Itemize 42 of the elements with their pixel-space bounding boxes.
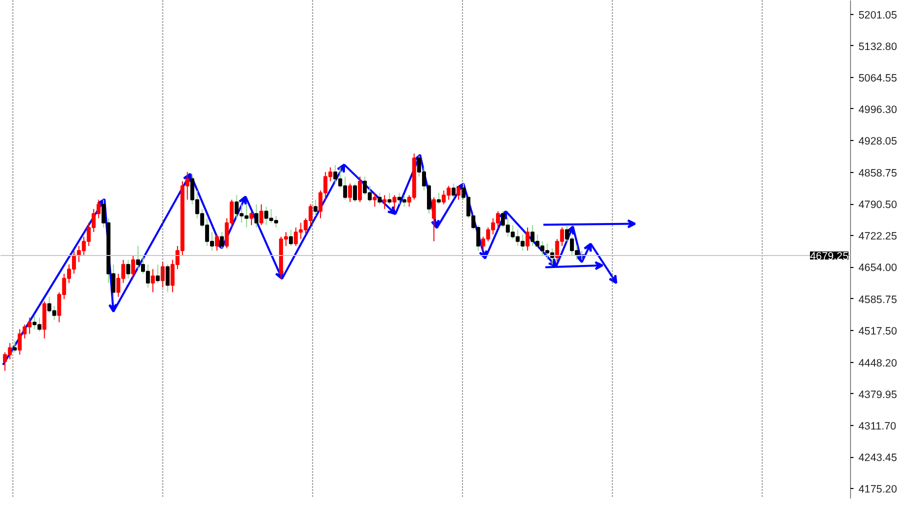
candlestick — [214, 234, 219, 252]
candlestick — [220, 232, 224, 249]
candlestick — [432, 196, 436, 242]
y-tick-label: 4585.75 — [858, 294, 898, 306]
y-tick-label: 5201.05 — [858, 9, 898, 22]
candlestick — [348, 183, 352, 203]
candlestick — [259, 204, 264, 226]
candlestick — [288, 229, 293, 246]
y-tick-label: 4243.45 — [858, 452, 898, 464]
y-tick-label: 4928.05 — [858, 136, 898, 148]
candlestick — [526, 226, 530, 252]
y-tick-label: 4654.00 — [858, 262, 898, 274]
candlestick — [382, 194, 387, 210]
candlestick — [166, 264, 170, 293]
y-tick-label: 4517.50 — [858, 325, 898, 338]
candlestick — [314, 199, 318, 216]
candlestick — [12, 340, 17, 353]
y-tick-label: 5132.80 — [858, 40, 898, 53]
candlestick — [378, 192, 382, 205]
y-tick-label: 4448.20 — [858, 357, 898, 370]
candlestick — [156, 264, 160, 284]
candlestick — [358, 176, 362, 203]
candlestick — [436, 192, 441, 205]
candlestick — [254, 204, 258, 228]
y-tick-label: 4790.50 — [858, 199, 898, 212]
candlestick — [126, 259, 130, 279]
candlestick — [392, 194, 396, 210]
candlestick — [249, 210, 254, 226]
y-tick-label: 5064.55 — [858, 72, 898, 84]
candlestick — [456, 185, 461, 200]
candlestick — [388, 192, 392, 205]
candlestick — [353, 183, 357, 203]
y-tick-label: 4858.75 — [858, 168, 898, 180]
candlestick — [131, 254, 136, 279]
candlestick — [150, 268, 155, 293]
ref-line-label: 4679.25 — [810, 250, 849, 263]
y-tick-label: 4722.25 — [858, 230, 898, 243]
y-tick-label: 4996.30 — [858, 104, 898, 116]
candlestick — [372, 192, 377, 208]
y-tick-label: 4311.70 — [858, 420, 896, 433]
y-tick-label: 4379.95 — [858, 388, 898, 401]
y-tick-label: 4175.20 — [858, 484, 898, 496]
